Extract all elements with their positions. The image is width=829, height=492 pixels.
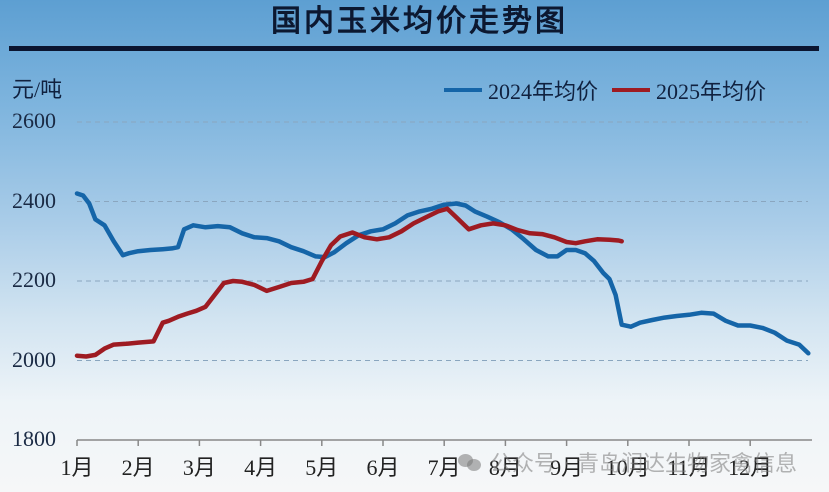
x-tick-label: 6月 [366,455,400,480]
legend-swatch-2024 [444,88,482,92]
x-tick-label: 4月 [244,455,278,480]
chart-legend: 2024年均价 2025年均价 [444,74,766,106]
legend-item-2024: 2024年均价 [444,74,598,106]
title-divider [9,46,819,51]
wechat-icon [458,452,484,472]
legend-swatch-2025 [612,88,651,92]
x-tick-label: 8月 [488,455,522,480]
x-tick-label: 3月 [182,455,216,480]
y-tick-label: 2200 [12,267,56,292]
x-tick-label: 10月 [605,455,650,480]
x-tick-label: 5月 [305,455,339,480]
y-tick-label: 2000 [12,346,56,372]
legend-item-2025: 2025年均价 [612,74,766,106]
series-line-2025 [74,206,624,359]
legend-label-2025: 2025年均价 [656,79,767,104]
x-tick-label: 1月 [60,455,94,480]
chart-title: 国内玉米均价走势图 [271,4,568,39]
x-tick-label: 2月 [121,455,155,480]
y-tick-label: 2600 [12,108,56,133]
watermark-text: 公众号 · 青岛润达生物家禽信息 [490,452,797,477]
y-tick-label: 2400 [12,187,56,213]
series-line-2024 [74,191,811,356]
x-tick-label: 12月 [728,455,773,480]
x-tick-label: 7月 [427,455,461,480]
legend-label-2024: 2024年均价 [488,79,599,104]
y-tick-label: 1800 [12,426,56,451]
x-tick-label: 11月 [667,455,711,480]
y-axis-unit-label: 元/吨 [12,77,63,102]
x-tick-label: 9月 [550,455,584,480]
watermark: 公众号 · 青岛润达生物家禽信息 [458,446,797,478]
